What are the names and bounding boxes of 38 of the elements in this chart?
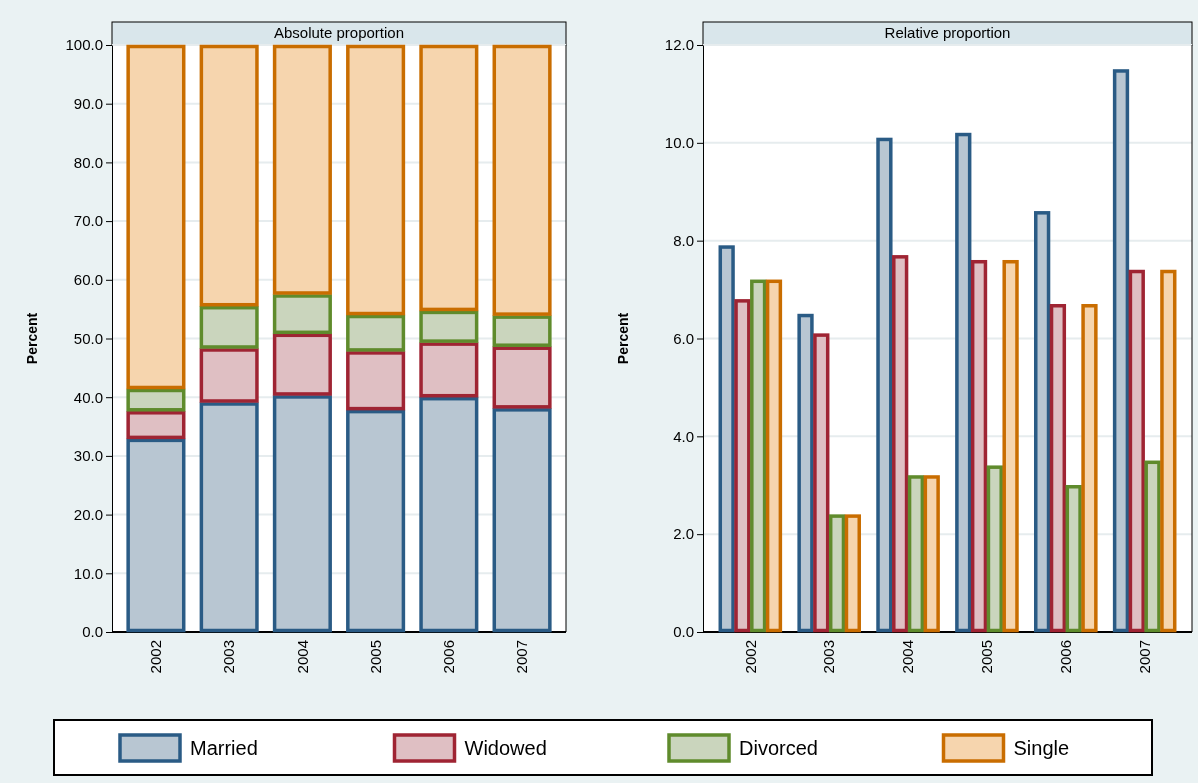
y-axis-title: Percent [615,312,631,365]
y-tick-label: 70.0 [73,212,103,230]
x-tick-label: 2005 [978,640,996,674]
y-tick-label: 8.0 [673,231,694,249]
y-tick-label: 50.0 [73,329,103,347]
y-tick-label: 6.0 [673,329,694,347]
legend-label: Widowed [464,737,547,759]
y-tick-label: 4.0 [673,427,694,445]
y-tick-label: 0.0 [673,623,694,641]
y-tick-label: 2.0 [673,525,694,543]
y-tick-label: 10.0 [664,134,694,152]
legend-label: Single [1013,737,1070,759]
x-tick-label: 2003 [220,640,238,674]
y-tick-label: 80.0 [73,153,103,171]
x-tick-label: 2006 [440,640,458,674]
x-tick-label: 2003 [820,640,838,674]
x-tick-label: 2005 [366,640,384,674]
x-tick-label: 2007 [1135,640,1153,674]
y-tick-label: 90.0 [73,95,103,112]
y-tick-label: 30.0 [73,447,103,465]
y-tick-label: 0.0 [82,623,103,641]
x-tick-label: 2006 [1057,640,1075,674]
y-tick-label: 12.0 [664,36,694,54]
x-tick-label: 2002 [147,640,165,674]
y-tick-label: 10.0 [73,564,103,582]
y-tick-label: 40.0 [73,388,103,406]
y-tick-label: 20.0 [73,505,103,523]
x-tick-label: 2004 [293,640,311,674]
legend-label: Married [190,737,258,759]
x-tick-label: 2002 [741,640,759,674]
legend-label: Divorced [739,737,818,759]
chart-title: Relative proportion [884,24,1011,41]
y-tick-label: 100.0 [65,36,103,54]
x-tick-label: 2004 [899,640,917,674]
y-axis-title: Percent [24,312,40,365]
chart-title: Absolute proportion [273,24,405,41]
y-tick-label: 60.0 [73,271,103,289]
x-tick-label: 2007 [513,640,531,674]
